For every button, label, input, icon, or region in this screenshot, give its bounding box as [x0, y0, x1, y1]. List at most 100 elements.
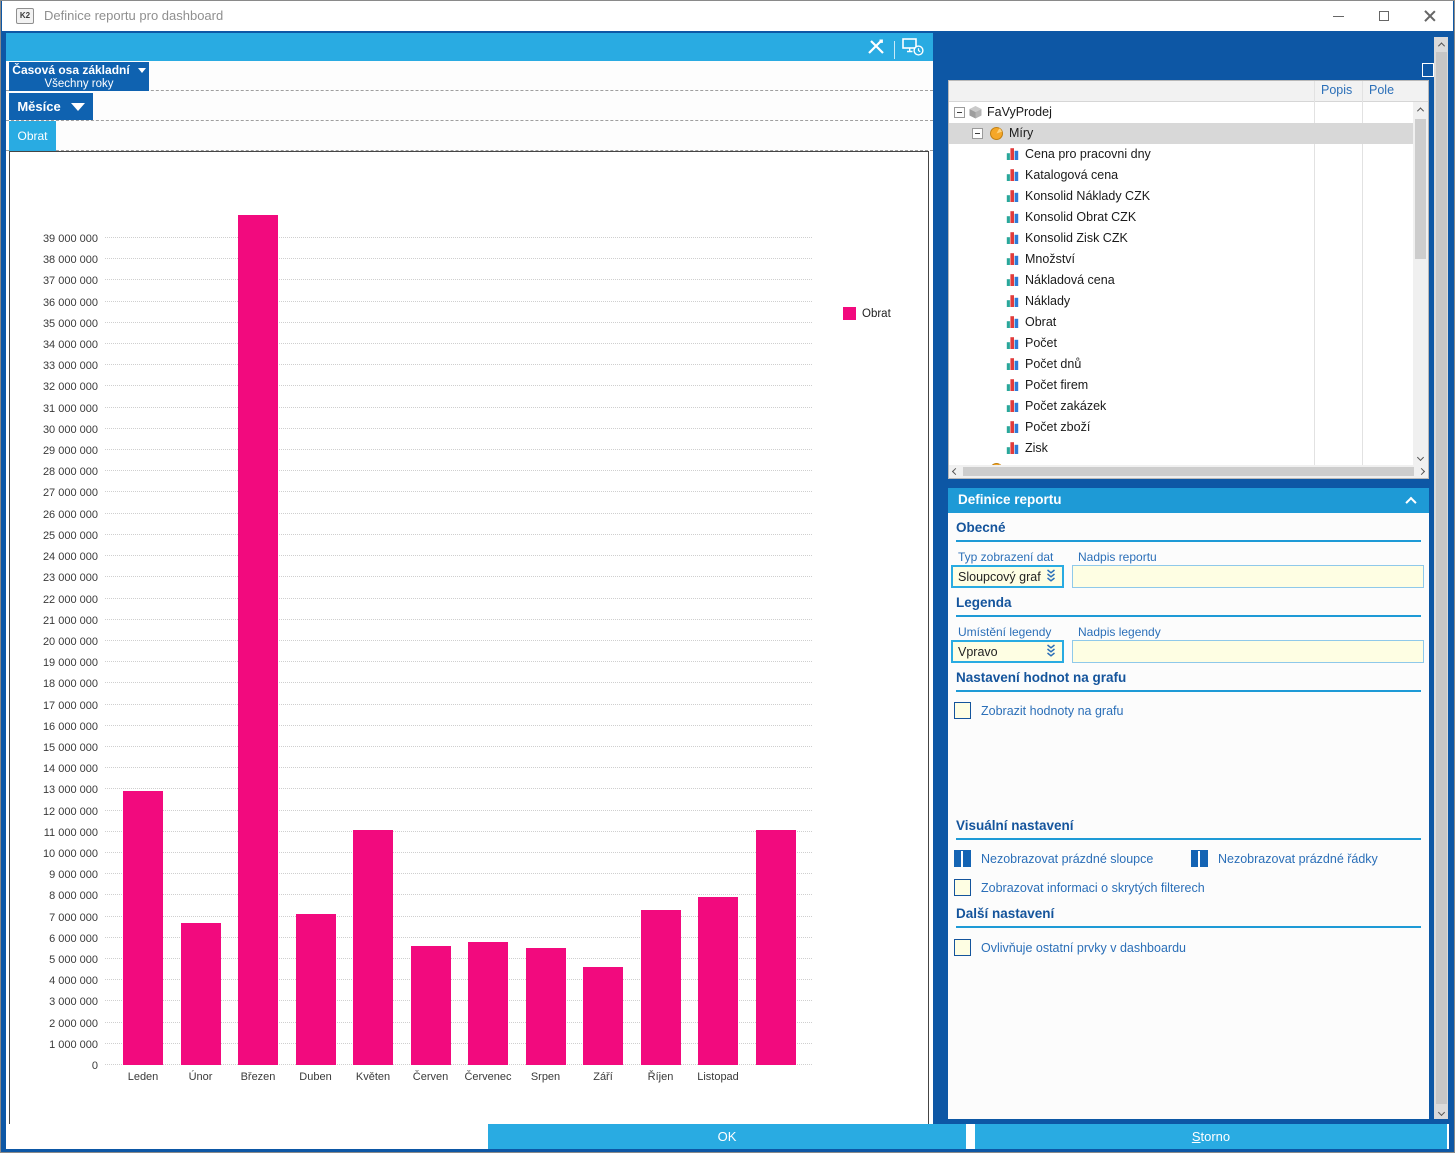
y-tick-label: 19 000 000 [42, 657, 98, 670]
show-values-checkbox[interactable] [954, 702, 971, 719]
y-tick-label: 21 000 000 [42, 614, 98, 627]
measure-icon [1006, 441, 1022, 456]
tree-node-measure[interactable]: Nákladová cena [949, 270, 1413, 291]
gridline [105, 957, 812, 959]
section-values-on-chart: Nastavení hodnot na grafu [956, 670, 1421, 692]
gridline [105, 1021, 812, 1023]
legend-position-combobox[interactable]: Vpravo [951, 640, 1064, 663]
ok-button[interactable]: OK [488, 1124, 966, 1149]
tree-node-measure[interactable]: Počet zakázek [949, 396, 1413, 417]
tree-node-measure[interactable]: Cena pro pracovni dny [949, 144, 1413, 165]
y-tick-label: 39 000 000 [42, 233, 98, 245]
tree-node-measure[interactable]: Konsolid Náklady CZK [949, 186, 1413, 207]
gridline [105, 639, 812, 641]
tree-horizontal-scrollbar[interactable] [949, 465, 1428, 478]
tree-node-measure[interactable]: Katalogová cena [949, 165, 1413, 186]
design-tools-icon[interactable] [865, 39, 887, 60]
scrollbar-thumb[interactable] [1435, 52, 1447, 1104]
y-tick-label: 33 000 000 [42, 360, 98, 373]
column-divider [1314, 81, 1315, 465]
series-tab-obrat[interactable]: Obrat [9, 121, 56, 151]
x-axis: Leden Únor Březen Duben Květen Červen Červenec… [107, 1071, 812, 1089]
collapse-expander-icon[interactable] [954, 107, 965, 118]
titlebar: K2 Definice reportu pro dashboard [2, 1, 1453, 31]
tree-node-partial[interactable] [949, 459, 1413, 465]
tree-node-measure[interactable]: Počet dnů [949, 354, 1413, 375]
tree-node-root[interactable]: FaVyProdej [949, 102, 1413, 123]
x-tick-label: Říjen [647, 1071, 674, 1083]
scrollbar-thumb[interactable] [1415, 119, 1426, 259]
bar [238, 215, 278, 1065]
chevron-up-icon [1416, 107, 1425, 115]
chart-type-combobox[interactable]: Sloupcový graf [951, 565, 1064, 588]
visual-setting-checkbox[interactable] [954, 879, 971, 896]
minimize-button[interactable] [1315, 1, 1361, 31]
report-title-label: Nadpis reportu [1078, 550, 1157, 564]
tree-node-measure[interactable]: Obrat [949, 312, 1413, 333]
report-title-input[interactable] [1072, 565, 1424, 588]
y-tick-label: 27 000 000 [42, 487, 98, 500]
y-tick-label: 5 000 000 [49, 953, 98, 966]
visual-setting-checkbox[interactable] [954, 850, 971, 870]
cancel-button[interactable]: Storno [975, 1124, 1447, 1149]
check-icon [961, 851, 963, 870]
tree-node-measure[interactable]: Množství [949, 249, 1413, 270]
tree-node-measure[interactable]: Konsolid Obrat CZK [949, 207, 1413, 228]
panel-scrollbar[interactable] [1434, 37, 1448, 1119]
measure-icon [1006, 294, 1022, 309]
maximize-button[interactable] [1361, 1, 1407, 31]
scrollbar-thumb[interactable] [963, 467, 1414, 476]
scroll-down-button[interactable] [1413, 450, 1428, 465]
legend-label: Obrat [862, 307, 891, 320]
tree-node-measure[interactable]: Konsolid Zisk CZK [949, 228, 1413, 249]
tree-node-measure[interactable]: Zisk [949, 438, 1413, 459]
x-tick-label: Únor [188, 1071, 213, 1083]
legend-title-input[interactable] [1072, 640, 1424, 663]
group-icon [989, 462, 1005, 465]
y-tick-label: 7 000 000 [49, 911, 98, 924]
gridline [105, 364, 812, 366]
group-icon [989, 126, 1005, 141]
scroll-left-button[interactable] [949, 465, 962, 478]
collapse-icon[interactable] [1405, 496, 1417, 509]
column-popis[interactable]: Popis [1321, 83, 1353, 97]
months-dropdown[interactable]: Měsíce [9, 93, 93, 120]
tree-node-group[interactable]: Míry [949, 123, 1413, 144]
collapse-expander-icon[interactable] [972, 128, 983, 139]
chart-legend: Obrat [843, 307, 891, 320]
check-icon [1198, 851, 1200, 870]
gridline [105, 279, 812, 281]
other-setting-checkbox[interactable] [954, 939, 971, 956]
gridline [105, 427, 812, 429]
tree-node-measure[interactable]: Počet [949, 333, 1413, 354]
scroll-down-button[interactable] [1434, 1105, 1448, 1119]
legend-swatch [843, 307, 856, 320]
tree-node-label: Konsolid Zisk CZK [1025, 231, 1128, 245]
gridline [105, 915, 812, 917]
tree-node-measure[interactable]: Počet firem [949, 375, 1413, 396]
gridline [105, 894, 812, 896]
display-clock-icon[interactable] [902, 38, 925, 61]
scroll-right-button[interactable] [1415, 465, 1428, 478]
tree-node-label: Počet zakázek [1025, 399, 1107, 413]
bar-chart: 0 1 000 000 2 000 000 3 000 000 4 000 000 5 0… [9, 151, 929, 1126]
measure-icon [1006, 231, 1022, 246]
y-tick-label: 28 000 000 [42, 466, 98, 479]
tree-vertical-scrollbar[interactable] [1413, 102, 1428, 465]
measure-icon [1006, 315, 1022, 330]
y-tick-label: 11 000 000 [43, 826, 98, 839]
tree-node-measure[interactable]: Počet zboží [949, 417, 1413, 438]
minimize-icon [1332, 15, 1344, 17]
scroll-up-button[interactable] [1434, 37, 1448, 51]
chevron-down-icon [137, 67, 146, 73]
chevron-up-icon [1437, 41, 1445, 49]
close-button[interactable] [1407, 1, 1453, 31]
visual-setting-checkbox[interactable] [1191, 850, 1208, 870]
tree-node-measure[interactable]: Náklady [949, 291, 1413, 312]
scroll-up-button[interactable] [1413, 102, 1428, 117]
definition-header[interactable]: Definice reportu [948, 488, 1429, 513]
time-axis-dropdown[interactable]: Časová osa základní Všechny roky [9, 62, 149, 91]
column-pole[interactable]: Pole [1369, 83, 1395, 97]
gridline [105, 343, 812, 345]
tree-body: FaVyProdej Míry Cena pro pracovni dny Katal… [949, 102, 1413, 465]
